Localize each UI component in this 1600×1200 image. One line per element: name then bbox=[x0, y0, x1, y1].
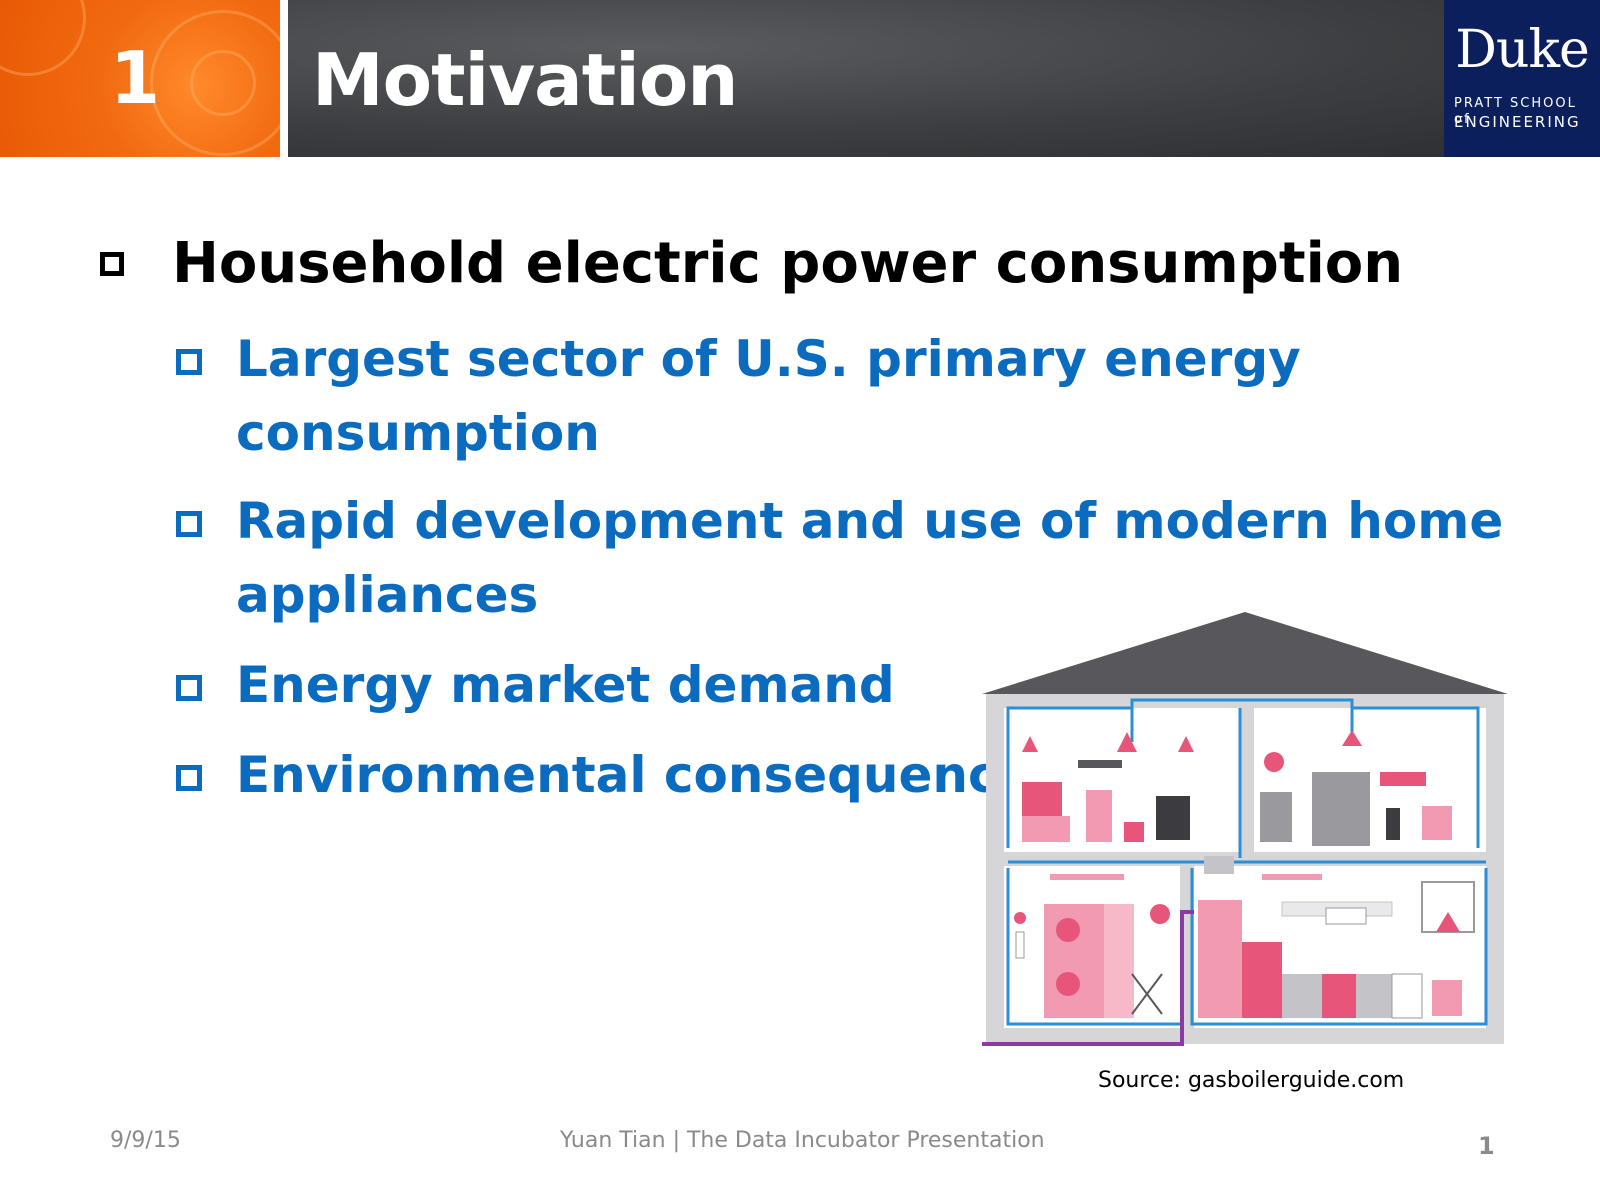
decorative-ring bbox=[150, 10, 280, 156]
house-appliances-illustration bbox=[982, 612, 1508, 1046]
slide-header: 1 Motivation Duke PRATT SCHOOL of ENGINE… bbox=[0, 0, 1600, 157]
decorative-ring bbox=[0, 0, 86, 76]
junction-box bbox=[1204, 856, 1234, 874]
section-number: 1 bbox=[109, 36, 161, 120]
laundry-appliances bbox=[1014, 904, 1170, 1018]
slide-title: Motivation bbox=[312, 38, 739, 122]
square-bullet-icon bbox=[176, 675, 202, 701]
sub-bullet-1-line2: consumption bbox=[236, 404, 600, 462]
living-room-appliances bbox=[1022, 732, 1194, 842]
ceiling-light bbox=[1262, 874, 1322, 880]
ceiling-light bbox=[1050, 874, 1124, 880]
decorative-ring bbox=[190, 50, 256, 116]
duke-logo: Duke PRATT SCHOOL of ENGINEERING bbox=[1444, 0, 1600, 157]
kitchen-appliances bbox=[1198, 881, 1475, 1019]
footer-date: 9/9/15 bbox=[110, 1128, 181, 1153]
section-number-box: 1 bbox=[0, 0, 280, 157]
page-number: 1 bbox=[1478, 1132, 1495, 1160]
sub-bullet-4: Environmental consequence bbox=[236, 746, 1032, 804]
square-bullet-icon bbox=[100, 252, 124, 276]
square-bullet-icon bbox=[176, 765, 202, 791]
square-bullet-icon bbox=[176, 349, 202, 375]
logo-line2: ENGINEERING bbox=[1454, 113, 1581, 131]
pipes bbox=[1006, 698, 1488, 1026]
square-bullet-icon bbox=[176, 511, 202, 537]
footer-presenter: Yuan Tian | The Data Incubator Presentat… bbox=[560, 1128, 1045, 1153]
sub-bullet-2-line1: Rapid development and use of modern home bbox=[236, 492, 1504, 550]
bedroom-appliances bbox=[1260, 730, 1452, 846]
image-source-caption: Source: gasboilerguide.com bbox=[1098, 1068, 1405, 1093]
sub-bullet-2-line2: appliances bbox=[236, 566, 539, 624]
logo-name: Duke bbox=[1455, 20, 1589, 80]
header-divider bbox=[280, 0, 288, 157]
gas-pipe bbox=[982, 910, 1194, 1046]
sub-bullet-1-line1: Largest sector of U.S. primary energy bbox=[236, 330, 1301, 388]
logo-line1: PRATT SCHOOL of bbox=[1454, 96, 1577, 127]
sub-bullet-3: Energy market demand bbox=[236, 656, 895, 714]
main-bullet: Household electric power consumption bbox=[172, 231, 1404, 296]
roof bbox=[982, 612, 1508, 694]
